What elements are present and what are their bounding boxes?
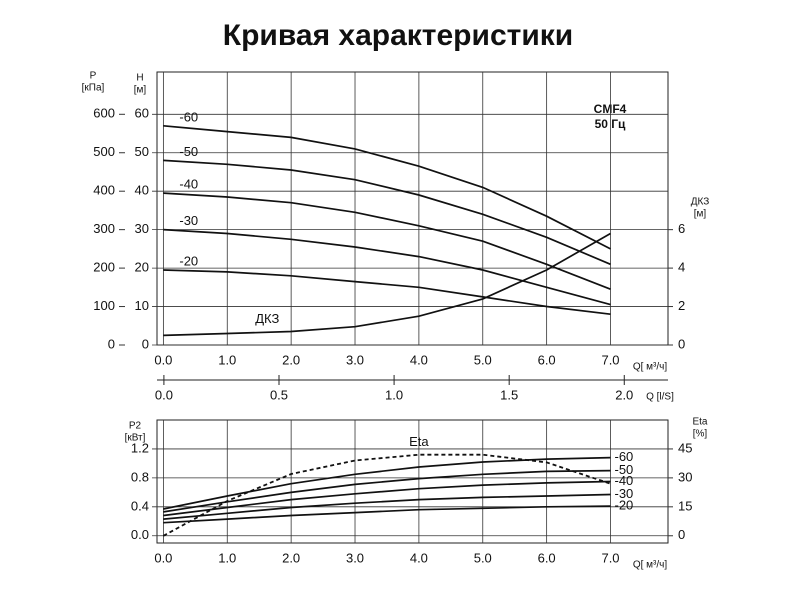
x2-axis-label: Q [l/S] — [646, 392, 674, 403]
series-label: -40 — [179, 177, 198, 192]
series-label: -60 — [179, 109, 198, 124]
y2-axis-label: ДКЗ — [691, 196, 710, 207]
x2-tick-label: 0.0 — [155, 387, 173, 402]
x-tick-label: 2.0 — [282, 352, 300, 367]
x-tick-label: 5.0 — [474, 550, 492, 565]
series-label: ДКЗ — [255, 311, 279, 326]
y-tick-label: 0.8 — [131, 469, 149, 484]
y3-tick-label: 300 — [93, 221, 115, 236]
x-tick-label: 3.0 — [346, 550, 364, 565]
y-tick-label: 30 — [135, 221, 149, 236]
y2-tick-label: 0 — [678, 527, 685, 542]
x-tick-label: 6.0 — [538, 550, 556, 565]
y3-tick-label: 200 — [93, 260, 115, 275]
y-tick-label: 20 — [135, 260, 149, 275]
x-tick-label: 2.0 — [282, 550, 300, 565]
series-label: -20 — [615, 498, 634, 513]
series-line — [163, 192, 611, 290]
series-label: Eta — [409, 434, 429, 449]
y2-tick-label: 4 — [678, 260, 685, 275]
y-tick-label: 60 — [135, 106, 149, 121]
x-axis-label: Q[ м³/ч] — [633, 362, 668, 373]
series-line — [163, 269, 611, 316]
y-axis-label: [м] — [134, 85, 147, 96]
y3-tick-label: 0 — [108, 336, 115, 351]
series-line — [163, 228, 611, 306]
y-tick-label: 50 — [135, 144, 149, 159]
x-tick-label: 7.0 — [601, 352, 619, 367]
y2-tick-label: 45 — [678, 440, 692, 455]
y3-axis-label: P — [90, 71, 97, 82]
y-axis-label: [кВт] — [125, 433, 146, 444]
x2-tick-label: 2.0 — [615, 387, 633, 402]
y2-axis-label: [%] — [693, 429, 708, 440]
y3-tick-label: 600 — [93, 106, 115, 121]
y-tick-label: 1.2 — [131, 440, 149, 455]
series-line — [163, 159, 611, 266]
x-tick-label: 0.0 — [154, 550, 172, 565]
y-axis-label: P2 — [129, 421, 142, 432]
series-line — [163, 456, 611, 510]
y2-tick-label: 6 — [678, 221, 685, 236]
y-tick-label: 10 — [135, 298, 149, 313]
y2-axis-label: Eta — [692, 417, 707, 428]
series-label: -50 — [179, 144, 198, 159]
series-line — [163, 493, 611, 520]
x-axis-label: Q[ м³/ч] — [633, 560, 668, 571]
chart-title: Кривая характеристики — [223, 19, 573, 52]
y3-tick-label: 100 — [93, 298, 115, 313]
series-label: -30 — [615, 486, 634, 501]
y3-axis-label: [кПа] — [82, 83, 105, 94]
series-line — [163, 480, 611, 517]
y-axis-label: H — [136, 73, 143, 84]
x2-tick-label: 1.0 — [385, 387, 403, 402]
series-line — [163, 505, 611, 524]
series-line — [163, 469, 611, 513]
x-tick-label: 1.0 — [218, 352, 236, 367]
x-tick-label: 0.0 — [154, 352, 172, 367]
series-line — [162, 453, 611, 537]
x-tick-label: 1.0 — [218, 550, 236, 565]
y2-tick-label: 30 — [678, 469, 692, 484]
plot-frame — [156, 71, 669, 346]
y-tick-label: 0.4 — [131, 498, 149, 513]
series-label: -50 — [615, 462, 634, 477]
x-tick-label: 4.0 — [410, 550, 428, 565]
y-tick-label: 0 — [142, 336, 149, 351]
y3-tick-label: 500 — [93, 144, 115, 159]
x2-tick-label: 1.5 — [500, 387, 518, 402]
x-tick-label: 7.0 — [601, 550, 619, 565]
y2-tick-label: 2 — [678, 298, 685, 313]
x-tick-label: 5.0 — [474, 352, 492, 367]
series-label: -20 — [179, 253, 198, 268]
series-line — [163, 232, 611, 337]
plot-frame — [156, 419, 669, 544]
series-label: -30 — [179, 213, 198, 228]
y-tick-label: 40 — [135, 183, 149, 198]
y-tick-label: 0.0 — [131, 527, 149, 542]
y3-tick-label: 400 — [93, 183, 115, 198]
x-tick-label: 6.0 — [538, 352, 556, 367]
y2-axis-label: [м] — [694, 208, 707, 219]
y2-tick-label: 0 — [678, 336, 685, 351]
y2-tick-label: 15 — [678, 498, 692, 513]
series-label: -60 — [615, 449, 634, 464]
x2-tick-label: 0.5 — [270, 387, 288, 402]
x-tick-label: 4.0 — [410, 352, 428, 367]
series-line — [163, 124, 611, 250]
x-tick-label: 3.0 — [346, 352, 364, 367]
series-label: -40 — [615, 473, 634, 488]
